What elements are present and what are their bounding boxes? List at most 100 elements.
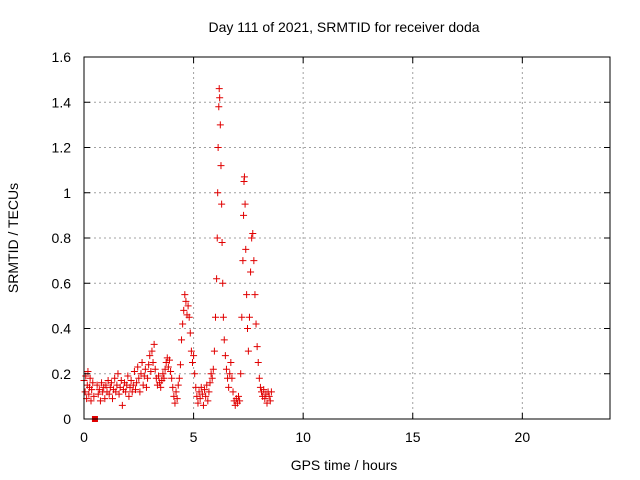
x-axis-label: GPS time / hours [291, 457, 398, 473]
data-point [248, 234, 256, 242]
data-point [148, 347, 156, 355]
data-point [155, 372, 163, 380]
data-point [181, 291, 189, 299]
data-point [214, 189, 222, 197]
data-point [215, 103, 223, 111]
data-point [86, 374, 94, 382]
y-tick-label: 0 [63, 411, 71, 427]
data-point [260, 386, 268, 394]
y-tick-label: 1 [63, 185, 71, 201]
data-point [221, 352, 229, 360]
data-point [209, 365, 217, 373]
data-point [207, 370, 215, 378]
data-point [216, 94, 224, 102]
data-point [205, 388, 213, 396]
data-point [93, 381, 101, 389]
data-point [194, 399, 202, 407]
data-point [241, 200, 249, 208]
data-point [118, 401, 126, 409]
data-point [89, 379, 97, 387]
data-point [251, 291, 259, 299]
data-point [255, 374, 263, 382]
data-point [247, 268, 255, 276]
ticks-layer: 0 5 10 15 20 0 0.2 0.4 0.6 0.8 1 1.2 1.4 1.6 [52, 49, 610, 445]
data-point [157, 383, 165, 391]
data-point [265, 392, 273, 400]
data-point [160, 374, 168, 382]
data-point [191, 370, 199, 378]
data-point [150, 340, 158, 348]
data-point [254, 358, 262, 366]
data-point [101, 395, 109, 403]
data-point [136, 388, 144, 396]
data-point [111, 374, 119, 382]
data-point [219, 313, 227, 321]
data-point [215, 85, 223, 93]
plot-frame [83, 56, 611, 420]
data-point [124, 372, 132, 380]
data-point [138, 358, 146, 366]
points-layer [80, 85, 275, 422]
chart-title: Day 111 of 2021, SRMTID for receiver dod… [208, 19, 479, 35]
data-point [167, 367, 175, 375]
data-point [180, 306, 188, 314]
data-point [176, 361, 184, 369]
data-point [169, 383, 177, 391]
data-point [188, 358, 196, 366]
data-point [149, 358, 157, 366]
data-point [151, 365, 159, 373]
data-point [229, 388, 237, 396]
data-point [146, 352, 154, 360]
data-point [226, 370, 234, 378]
data-point [250, 257, 258, 265]
data-point [88, 386, 96, 394]
data-point [236, 397, 244, 405]
data-point [214, 144, 222, 151]
data-point [134, 363, 142, 371]
data-point [132, 386, 140, 394]
data-point [225, 383, 233, 391]
data-point [243, 325, 251, 332]
data-point [130, 367, 138, 375]
y-tick-label: 1.6 [52, 49, 72, 65]
data-point [242, 245, 250, 253]
data-point [261, 395, 269, 403]
data-point [159, 370, 167, 378]
data-point [196, 395, 204, 403]
x-tick-label: 5 [190, 429, 198, 445]
data-point [216, 121, 224, 129]
data-point [240, 211, 248, 219]
data-point [199, 401, 207, 409]
data-point [175, 374, 183, 382]
data-point [171, 399, 179, 407]
data-point [182, 297, 190, 305]
data-point [238, 313, 246, 321]
x-tick-label: 0 [80, 429, 88, 445]
data-point [122, 388, 130, 396]
data-point [218, 200, 226, 208]
x-tick-label: 20 [515, 429, 531, 445]
data-point [212, 313, 219, 321]
data-point [108, 395, 116, 403]
data-point [208, 374, 216, 382]
data-point [253, 343, 261, 351]
data-point [133, 379, 141, 387]
x-tick-label: 10 [295, 429, 311, 445]
data-point [114, 370, 122, 378]
data-point [204, 397, 212, 405]
data-point [206, 379, 214, 387]
data-point [105, 390, 113, 398]
data-point [237, 370, 245, 378]
data-point [186, 329, 194, 337]
data-point [240, 173, 248, 181]
data-point [243, 291, 251, 299]
data-point [85, 390, 93, 398]
data-point [147, 367, 155, 375]
data-point [218, 239, 226, 247]
data-point [98, 379, 106, 387]
data-point [266, 397, 274, 405]
data-point [244, 347, 252, 355]
data-point [267, 388, 275, 396]
data-point [127, 377, 135, 385]
